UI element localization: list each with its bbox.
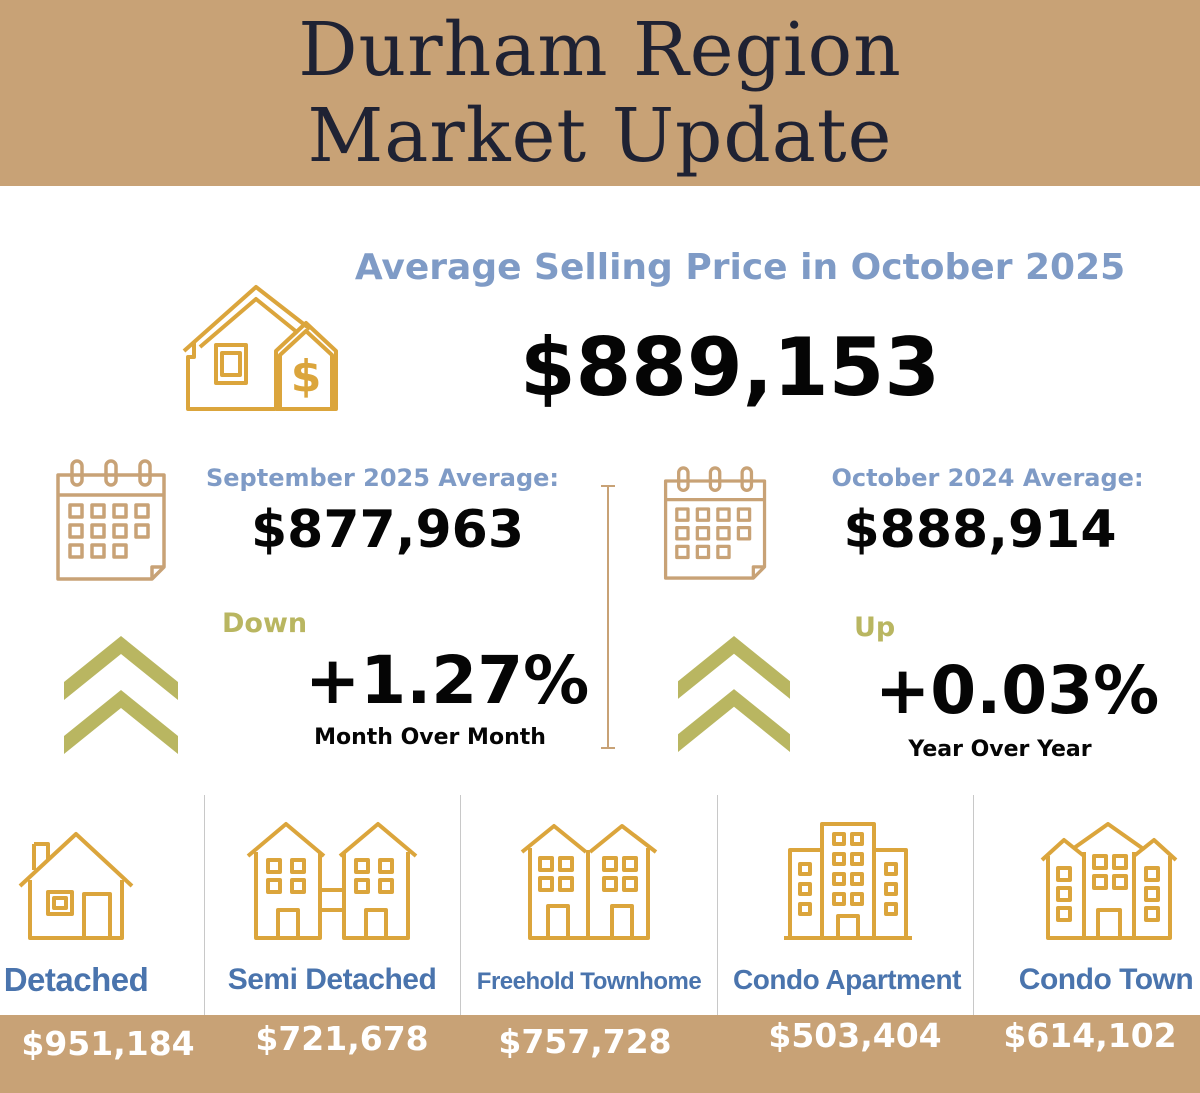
section-divider [607,486,609,748]
house-dollar-icon: $ [182,285,338,411]
category-label-detached: Detached [3,961,149,998]
divider-cap-bottom [601,747,615,749]
freehold-townhome-icon [520,824,658,940]
yoy-change-percent: +0.03% [875,652,1160,729]
yoy-direction: Up [854,612,896,643]
calendar-icon [663,466,767,580]
category-divider [204,795,205,1015]
category-price-band [0,1015,1200,1093]
mom-caption: Month Over Month [314,725,546,750]
condo-town-icon [1040,822,1178,940]
double-chevron-up-icon [678,636,790,752]
mom-period-label: September 2025 Average: [205,464,560,492]
category-divider [460,795,461,1015]
page-title-line1: Durham Region [298,7,902,93]
category-label-condo-apartment: Condo Apartment [733,964,961,995]
mom-direction: Down [222,608,308,639]
yoy-caption: Year Over Year [908,737,1092,762]
category-label-condo-town: Condo Town [1018,963,1194,996]
average-price-value: $889,153 [519,321,941,414]
category-price-detached: $951,184 [21,1024,195,1063]
category-price-condo-apartment: $503,404 [768,1016,942,1055]
category-price-freehold-townhome: $757,728 [498,1022,672,1061]
category-price-semi-detached: $721,678 [255,1019,429,1058]
category-divider [973,795,974,1015]
yoy-period-value: $888,914 [843,500,1117,560]
category-price-condo-town: $614,102 [1003,1016,1177,1055]
detached-house-icon [18,832,134,940]
mom-change-percent: +1.27% [305,642,590,719]
category-label-freehold-townhome: Freehold Townhome [476,968,702,995]
category-divider [717,795,718,1015]
header-band [0,0,1200,186]
svg-text:$: $ [291,351,322,402]
semi-detached-icon [246,822,418,940]
yoy-period-label: October 2024 Average: [831,464,1144,492]
double-chevron-up-icon [64,636,178,754]
divider-cap-top [601,485,615,487]
category-label-semi-detached: Semi Detached [227,963,437,996]
calendar-icon [56,459,166,581]
condo-apartment-icon [784,822,912,940]
mom-period-value: $877,963 [250,500,525,560]
page-title-line2: Market Update [307,93,893,179]
average-price-heading: Average Selling Price in October 2025 [354,247,1126,288]
